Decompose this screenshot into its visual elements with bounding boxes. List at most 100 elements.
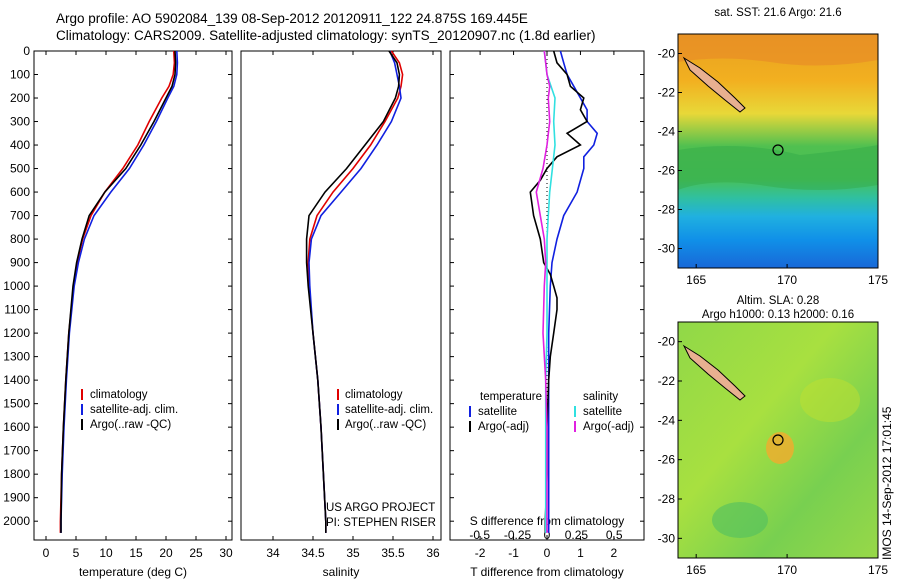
x-tick-label: 0 — [43, 546, 50, 560]
argo-location-marker — [772, 144, 784, 156]
x-tick-label: 1 — [577, 546, 584, 560]
map-frame — [677, 33, 879, 269]
x-tick-label: 165 — [686, 273, 706, 287]
map-title: sat. SST: 21.6 Argo: 21.6 — [714, 7, 841, 19]
y-tick-label: 1200 — [3, 326, 30, 340]
x-axis-label: T difference from climatology — [470, 565, 624, 579]
sst-warm-band — [678, 34, 878, 66]
legend-label: climatology — [345, 389, 403, 401]
y-tick-label: 1500 — [3, 397, 30, 411]
legend-label: climatology — [90, 389, 148, 401]
x-axis-label: salinity — [323, 565, 360, 579]
sla-low-region — [712, 502, 768, 538]
y-tick-label: -22 — [658, 86, 676, 100]
y-tick-label: 200 — [10, 91, 30, 105]
x-tick-label: 35 — [346, 546, 360, 560]
y-tick-label: -30 — [658, 531, 676, 545]
x-tick-label: 10 — [99, 546, 113, 560]
y-tick-label: -20 — [658, 335, 676, 349]
x-tick-label: 170 — [777, 563, 797, 577]
x-tick-label: 30 — [219, 546, 233, 560]
sla-warm-eddy — [766, 432, 794, 464]
y-tick-label: 1100 — [4, 303, 30, 317]
x-tick-label: 35.5 — [381, 546, 405, 560]
series-line — [60, 50, 179, 533]
y-tick-label: 100 — [10, 68, 30, 82]
map-frame — [677, 321, 879, 559]
new-caledonia-island — [682, 56, 746, 113]
pi-note: PI: STEPHEN RISER — [326, 517, 436, 529]
x-tick-label: 34 — [266, 546, 280, 560]
y-tick-label: 1300 — [3, 350, 30, 364]
x-tick-label: 36 — [426, 546, 440, 560]
x-axis-label: temperature (deg C) — [79, 565, 187, 579]
legend-title: temperature — [480, 391, 542, 403]
legend-label: satellite-adj. clim. — [90, 404, 178, 416]
x-tick-label: 25 — [189, 546, 203, 560]
legend-title: salinity — [583, 391, 618, 403]
x-tick-label: 20 — [159, 546, 173, 560]
series-line — [305, 50, 401, 533]
y-tick-label: -24 — [658, 413, 676, 427]
y-tick-label: 300 — [10, 115, 30, 129]
new-caledonia-island — [682, 344, 746, 401]
x-tick-label: 175 — [868, 563, 888, 577]
y-tick-label: -30 — [658, 242, 676, 256]
x-tick-label: 15 — [129, 546, 143, 560]
y-tick-label: -28 — [658, 492, 676, 506]
legend-label: Argo(-adj) — [583, 421, 634, 433]
series-line — [59, 50, 176, 533]
y-tick-label: -24 — [658, 125, 676, 139]
sst-map-field — [678, 34, 878, 268]
y-tick-label: 1900 — [3, 491, 30, 505]
salinity-panel: 34 34.5 35 35.5 36 salinity climatology satelli… — [240, 50, 442, 579]
series-line — [543, 50, 556, 533]
sst-green-band — [678, 145, 878, 190]
y-tick-label: 900 — [10, 256, 30, 270]
argo-location-marker — [772, 434, 784, 446]
y-tick-label: 2000 — [3, 514, 30, 528]
y-tick-label: 1700 — [3, 444, 30, 458]
top-tick-label: -0.25 — [504, 528, 532, 542]
x-tick-label: 175 — [868, 273, 888, 287]
legend-label: Argo(-adj) — [478, 421, 529, 433]
y-tick-label: -28 — [658, 203, 676, 217]
y-tick-label: -20 — [658, 47, 676, 61]
top-tick-label: -0.5 — [469, 528, 490, 542]
y-tick-label: -22 — [658, 374, 676, 388]
y-tick-label: -26 — [658, 164, 676, 178]
map-title: Altim. SLA: 0.28 — [737, 295, 819, 307]
timestamp-stamp: IMOS 14-Sep-2012 17:01:45 — [880, 406, 894, 560]
figure-title-line1: Argo profile: AO 5902084_139 08-Sep-2012… — [56, 11, 528, 26]
legend-label: satellite — [478, 406, 517, 418]
top-tick-label: 0.25 — [565, 528, 589, 542]
legend-label: satellite — [583, 406, 622, 418]
legend-label: Argo(..raw -QC) — [345, 419, 426, 431]
x-tick-label: -2 — [475, 546, 486, 560]
project-note: US ARGO PROJECT — [326, 502, 435, 514]
y-tick-label: 500 — [10, 162, 30, 176]
y-tick-label: 0 — [23, 44, 30, 58]
x-tick-label: 165 — [686, 563, 706, 577]
y-tick-label: 600 — [10, 185, 30, 199]
x-tick-label: 5 — [73, 546, 80, 560]
plot-frame — [33, 50, 233, 541]
y-tick-label: 1600 — [3, 420, 30, 434]
sla-map-panel: 165 170 175 -20 -22 -24 -26 -28 -30 Altim. SLA: 0… — [658, 295, 889, 577]
y-tick-label: 1800 — [3, 467, 30, 481]
y-tick-label: 1400 — [3, 373, 30, 387]
x-tick-label: 0 — [544, 546, 551, 560]
legend-label: Argo(..raw -QC) — [90, 419, 171, 431]
plot-frame — [240, 50, 442, 541]
series-line — [529, 50, 589, 533]
y-tick-label: 800 — [10, 232, 30, 246]
x-tick-label: -1 — [508, 546, 519, 560]
map-title: Argo h1000: 0.13 h2000: 0.16 — [702, 309, 854, 321]
y-tick-label: 700 — [10, 209, 30, 223]
series-line — [60, 50, 177, 533]
y-tick-label: 400 — [10, 138, 30, 152]
legend-label: satellite-adj. clim. — [345, 404, 433, 416]
x-tick-label: 34.5 — [301, 546, 325, 560]
